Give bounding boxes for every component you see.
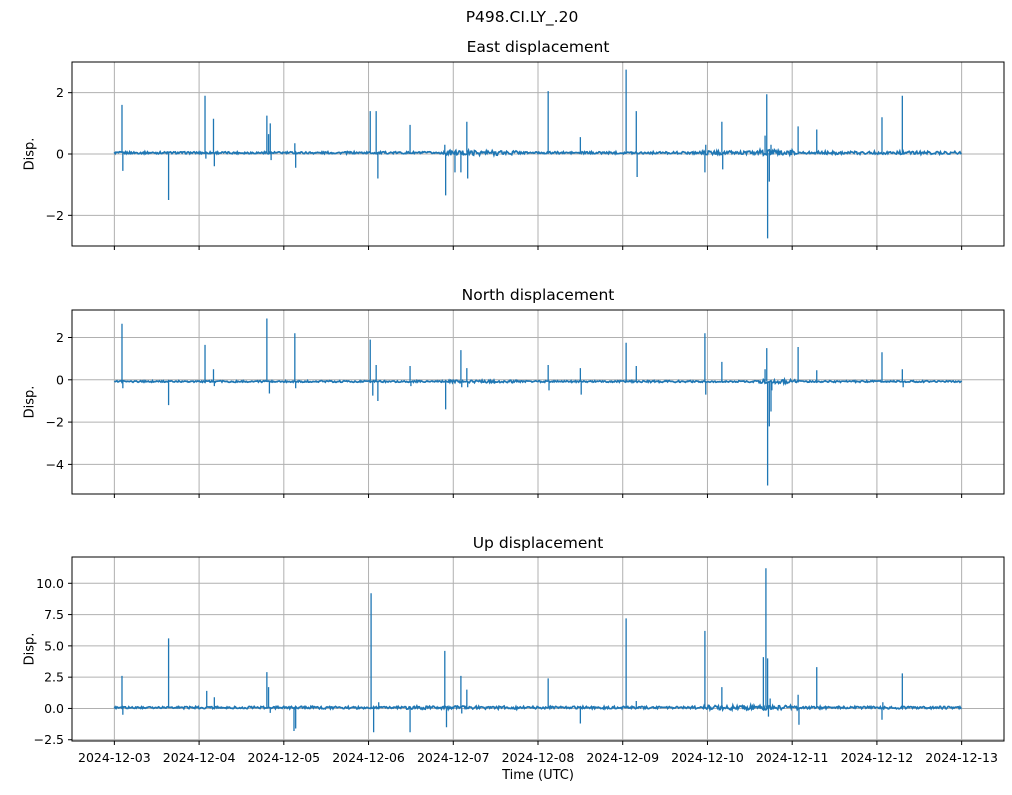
x-axis-label: Time (UTC) — [502, 768, 574, 783]
x-tick-label: 2024-12-09 — [586, 750, 659, 765]
plot-title-up: Up displacement — [472, 534, 604, 552]
axes-up: 10.0 7.5 5.0 2.5 0.0 −2.5 2024-12-03 2024-12-04… — [34, 556, 1005, 765]
x-tick-label: 2024-12-08 — [502, 750, 575, 765]
y-tick-label: 5.0 — [44, 638, 64, 653]
y-tick-label: 2.5 — [44, 670, 64, 685]
data-line — [113, 376, 963, 387]
x-tick-label: 2024-12-10 — [671, 750, 744, 765]
y-tick-label: 2 — [56, 85, 64, 100]
axes-north: 2 0 −2 −4 — [46, 309, 1005, 498]
y-tick-label: 0 — [56, 147, 64, 162]
x-tick-label: 2024-12-05 — [247, 750, 320, 765]
data-line — [113, 146, 962, 158]
y-tick-label: 0 — [56, 372, 64, 387]
x-tick-label: 2024-12-03 — [78, 750, 151, 765]
x-tick-label: 2024-12-12 — [841, 750, 914, 765]
y-tick-label: −2 — [46, 208, 64, 223]
y-tick-label: 0.0 — [44, 701, 64, 716]
data-spikes — [121, 568, 903, 733]
y-tick-label: 7.5 — [44, 607, 64, 622]
x-tick-label: 2024-12-13 — [925, 750, 998, 765]
data-line — [113, 702, 962, 713]
y-tick-label: −2.5 — [34, 732, 64, 747]
x-tick-label: 2024-12-07 — [417, 750, 490, 765]
y-tick-label: 10.0 — [36, 576, 64, 591]
plot-title-east: East displacement — [466, 38, 610, 56]
x-tick-label: 2024-12-04 — [163, 750, 236, 765]
x-tick-label: 2024-12-11 — [756, 750, 829, 765]
data-spikes — [121, 318, 904, 486]
x-tick-label: 2024-12-06 — [332, 750, 405, 765]
y-tick-label: −4 — [46, 457, 64, 472]
figure-title: P498.CI.LY_.20 — [465, 8, 579, 26]
plot-title-north: North displacement — [461, 286, 615, 304]
data-spikes — [121, 69, 903, 239]
y-tick-label: −2 — [46, 415, 64, 430]
axes-east: 2 0 −2 — [46, 61, 1005, 250]
y-tick-label: 2 — [56, 330, 64, 345]
